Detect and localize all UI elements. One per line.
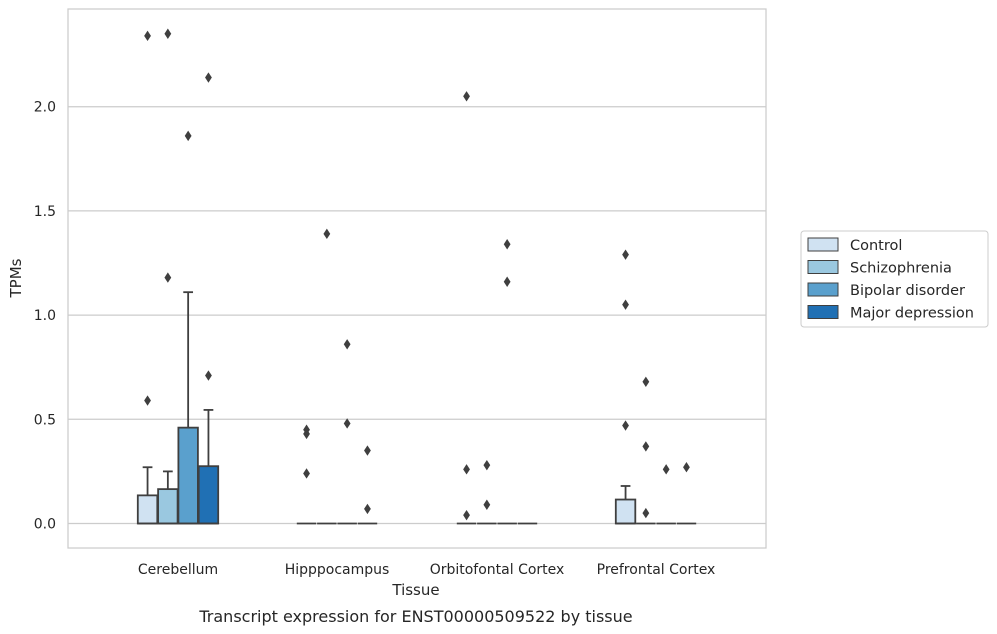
outlier-point	[483, 459, 491, 471]
outlier-point	[164, 28, 172, 39]
chart-caption: Transcript expression for ENST0000050952…	[198, 607, 632, 626]
x-tick-label: Orbitofontal Cortex	[430, 562, 565, 578]
boxes	[136, 291, 697, 525]
outlier-point	[642, 376, 650, 387]
outlier-point	[463, 464, 470, 475]
outlier-point	[205, 370, 212, 381]
plot-area-frame	[67, 8, 767, 549]
outlier-point	[144, 395, 151, 406]
outlier-point	[303, 468, 310, 479]
y-tick-label: 0.0	[34, 517, 56, 533]
x-tick-label: Prefrontal Cortex	[597, 562, 716, 578]
y-tick-label: 1.5	[34, 204, 56, 220]
outlier-point	[343, 418, 351, 429]
outlier-point	[164, 272, 172, 283]
y-axis-title: TPMs	[7, 258, 25, 298]
legend-label: Control	[850, 238, 902, 254]
outlier-point	[622, 420, 629, 431]
legend-swatch	[807, 305, 839, 319]
outliers	[144, 28, 690, 521]
outlier-point	[364, 445, 371, 456]
outlier-point	[303, 424, 310, 435]
outlier-point	[184, 130, 192, 142]
legend-label: Schizophrenia	[850, 261, 952, 277]
outlier-point	[463, 509, 470, 521]
outlier-point	[642, 441, 650, 452]
x-axis-title: Tissue	[391, 581, 439, 599]
box	[136, 494, 159, 525]
outlier-point	[622, 249, 629, 260]
box	[177, 426, 199, 525]
y-tick-label: 1.0	[34, 308, 56, 324]
outlier-point	[483, 499, 491, 510]
outlier-point	[503, 276, 511, 287]
legend-label: Major depression	[850, 306, 974, 322]
outlier-point	[205, 72, 212, 83]
legend-swatch	[807, 237, 839, 252]
box	[614, 498, 637, 525]
box	[157, 488, 179, 525]
x-tick-label: Cerebellum	[138, 562, 218, 578]
outlier-point	[683, 462, 690, 473]
outlier-point	[662, 464, 670, 475]
outlier-point	[144, 30, 151, 42]
y-tick-label: 0.5	[34, 412, 56, 428]
outlier-point	[343, 339, 351, 350]
outlier-point	[323, 228, 331, 240]
x-tick-label: Hipppocampus	[285, 562, 390, 578]
x-axis-ticks: Cerebellum Hipppocampus Orbitofontal Corte…	[138, 562, 715, 578]
y-axis-ticks: 0.0 0.5 1.0 1.5 2.0	[34, 100, 56, 533]
legend-frame	[800, 230, 989, 328]
outlier-point	[642, 507, 650, 519]
legend-items: Control Schizophrenia Bipolar disorder Majo…	[807, 237, 974, 322]
outlier-point	[364, 503, 371, 515]
box	[197, 465, 220, 525]
legend-label: Bipolar disorder	[850, 283, 965, 299]
outlier-point	[503, 239, 511, 250]
outlier-point	[463, 91, 470, 102]
outlier-point	[622, 299, 629, 310]
legend-swatch	[807, 282, 839, 297]
y-tick-label: 2.0	[34, 100, 56, 116]
grid-lines	[68, 106, 766, 525]
legend: Control Schizophrenia Bipolar disorder Majo…	[800, 230, 989, 328]
legend-swatch	[807, 260, 839, 274]
